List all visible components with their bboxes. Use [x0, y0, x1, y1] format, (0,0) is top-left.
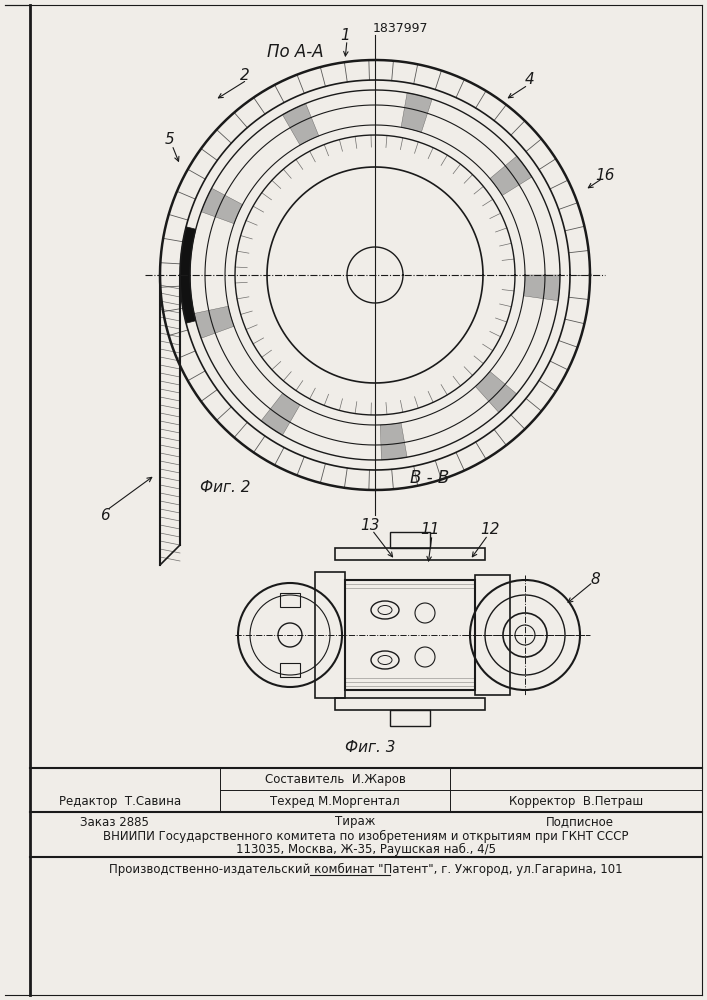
- Polygon shape: [283, 103, 319, 145]
- Text: 113035, Москва, Ж-35, Раушская наб., 4/5: 113035, Москва, Ж-35, Раушская наб., 4/5: [236, 842, 496, 856]
- Text: Редактор  Т.Савина: Редактор Т.Савина: [59, 794, 181, 808]
- Bar: [335, 698, 485, 710]
- Polygon shape: [475, 371, 517, 412]
- Text: Подписное: Подписное: [546, 816, 614, 828]
- Bar: [335, 548, 485, 560]
- Bar: [280, 663, 300, 677]
- Polygon shape: [261, 393, 300, 435]
- Bar: [390, 532, 430, 548]
- Text: 11: 11: [420, 522, 440, 538]
- Polygon shape: [194, 306, 234, 338]
- Text: 5: 5: [165, 132, 175, 147]
- Text: Производственно-издательский комбинат "Патент", г. Ужгород, ул.Гагарина, 101: Производственно-издательский комбинат "П…: [109, 863, 623, 876]
- Polygon shape: [201, 188, 243, 224]
- Text: 6: 6: [100, 508, 110, 522]
- Text: Техред М.Моргентал: Техред М.Моргентал: [270, 794, 400, 808]
- Text: В - В: В - В: [410, 469, 450, 487]
- Text: 1: 1: [340, 27, 350, 42]
- Polygon shape: [380, 423, 407, 460]
- Text: По А-А: По А-А: [267, 43, 323, 61]
- Polygon shape: [524, 275, 560, 301]
- Text: Тираж: Тираж: [335, 816, 375, 828]
- Text: Заказ 2885: Заказ 2885: [80, 816, 149, 828]
- Text: 16: 16: [595, 167, 615, 182]
- Polygon shape: [490, 156, 532, 196]
- Bar: [345, 580, 475, 690]
- Text: Корректор  В.Петраш: Корректор В.Петраш: [509, 794, 643, 808]
- Text: 13: 13: [361, 518, 380, 532]
- Bar: [390, 710, 430, 726]
- Text: Фиг. 3: Фиг. 3: [345, 740, 395, 756]
- Text: 2: 2: [240, 68, 250, 83]
- Bar: [315, 572, 345, 698]
- Text: Составитель  И.Жаров: Составитель И.Жаров: [264, 772, 405, 786]
- Polygon shape: [401, 93, 432, 132]
- Text: 1837997: 1837997: [373, 21, 428, 34]
- Bar: [280, 593, 300, 607]
- Text: 8: 8: [590, 572, 600, 587]
- Text: Фиг. 2: Фиг. 2: [200, 480, 250, 494]
- Bar: [475, 575, 510, 695]
- Polygon shape: [180, 227, 196, 323]
- Text: 4: 4: [525, 73, 535, 88]
- Text: ВНИИПИ Государственного комитета по изобретениям и открытиям при ГКНТ СССР: ВНИИПИ Государственного комитета по изоб…: [103, 829, 629, 843]
- Text: 12: 12: [480, 522, 500, 538]
